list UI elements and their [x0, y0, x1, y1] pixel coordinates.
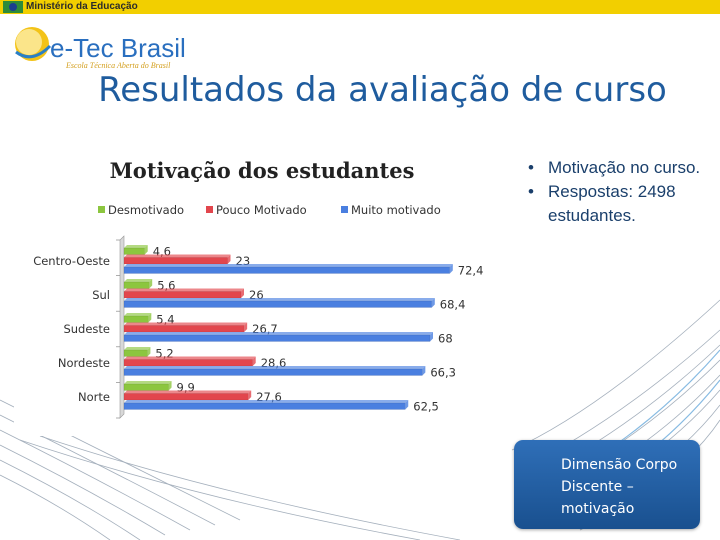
bar-end — [431, 298, 435, 308]
bar-top — [124, 381, 172, 384]
data-label: 72,4 — [458, 264, 484, 278]
bar-top — [124, 298, 435, 301]
bar-top — [124, 322, 248, 326]
bar-end — [449, 264, 453, 274]
bar-top — [124, 245, 148, 248]
category-label: Centro-Oeste — [33, 254, 110, 268]
bar-top — [124, 288, 244, 292]
bar-end — [149, 279, 153, 289]
bar-end — [248, 390, 252, 400]
bar-top — [124, 279, 153, 282]
bar — [123, 402, 406, 410]
category-label: Nordeste — [58, 356, 110, 370]
bar-end — [252, 356, 256, 366]
bar-top — [124, 254, 231, 258]
data-label: 68,4 — [440, 298, 466, 312]
bar-end — [422, 366, 426, 376]
bar-top — [124, 347, 151, 350]
bar — [123, 291, 242, 299]
bar-top — [124, 264, 453, 267]
bullet-item: Respostas: 2498 estudantes. — [520, 180, 716, 228]
bar-end — [241, 288, 244, 298]
bar-top — [124, 356, 256, 360]
brazil-flag-icon — [3, 1, 23, 13]
brand-subtitle: Escola Técnica Aberta do Brasil — [65, 61, 171, 70]
ministry-label: Ministério da Educação — [26, 1, 138, 12]
bar-top — [124, 400, 409, 403]
legend-label: Desmotivado — [108, 203, 184, 217]
bar — [123, 257, 228, 265]
bar — [123, 315, 149, 323]
bar-end — [430, 332, 433, 342]
bar-end — [168, 381, 172, 391]
category-label: Sul — [92, 288, 110, 302]
bar-end — [244, 322, 248, 332]
bar — [123, 325, 245, 333]
bar — [123, 368, 423, 376]
callout-box: Dimensão Corpo Discente – motivação — [514, 440, 700, 529]
ministry-top-bar: Ministério da Educação — [0, 0, 720, 14]
category-label: Norte — [78, 390, 110, 404]
callout-text: Dimensão Corpo Discente – motivação — [561, 457, 678, 517]
etec-brasil-logo: e-Tec Brasil Escola Técnica Aberta do Br… — [15, 27, 186, 70]
bar — [123, 300, 433, 308]
category-label: Sudeste — [63, 322, 110, 336]
bar-end — [227, 254, 231, 264]
data-label: 66,3 — [430, 366, 456, 380]
bar-top — [124, 332, 433, 335]
bar — [123, 266, 451, 274]
brand-name: e-Tec Brasil — [50, 33, 186, 63]
bar — [123, 334, 431, 342]
chart-axes — [116, 235, 125, 419]
bullet-list: Motivação no curso. Respostas: 2498 estu… — [520, 156, 716, 228]
bullet-item: Motivação no curso. — [520, 156, 716, 180]
bar — [123, 359, 253, 367]
bar-end — [147, 347, 151, 357]
legend-label: Muito motivado — [351, 203, 441, 217]
bar-end — [148, 313, 152, 323]
legend-label: Pouco Motivado — [216, 203, 307, 217]
bar — [123, 383, 169, 391]
chart-legend: Desmotivado Pouco Motivado Muito motivado — [98, 203, 441, 217]
bar — [123, 349, 148, 357]
legend-swatch — [98, 206, 105, 213]
chart-title: Motivação dos estudantes — [110, 158, 415, 183]
bar-top — [124, 366, 426, 369]
data-label: 68 — [438, 332, 453, 346]
motivation-bar-chart: Motivação dos estudantes Desmotivado Pouc… — [33, 158, 483, 419]
data-label: 62,5 — [413, 400, 439, 414]
bar — [123, 393, 249, 401]
legend-swatch — [206, 206, 213, 213]
bar-end — [144, 245, 148, 255]
chart-panel: Motivação dos estudantes Desmotivado Pouc… — [14, 138, 512, 436]
bar-top — [124, 390, 252, 394]
bar — [123, 247, 145, 255]
bar — [123, 281, 150, 289]
legend-swatch — [341, 206, 348, 213]
axis-wall — [119, 235, 125, 419]
bar-end — [405, 400, 409, 410]
chart-bars: Centro-Oeste4,62372,4Sul5,62668,4Sudeste… — [33, 245, 483, 414]
slide-title: Resultados da avaliação de curso — [98, 70, 667, 110]
bar-top — [124, 313, 152, 316]
